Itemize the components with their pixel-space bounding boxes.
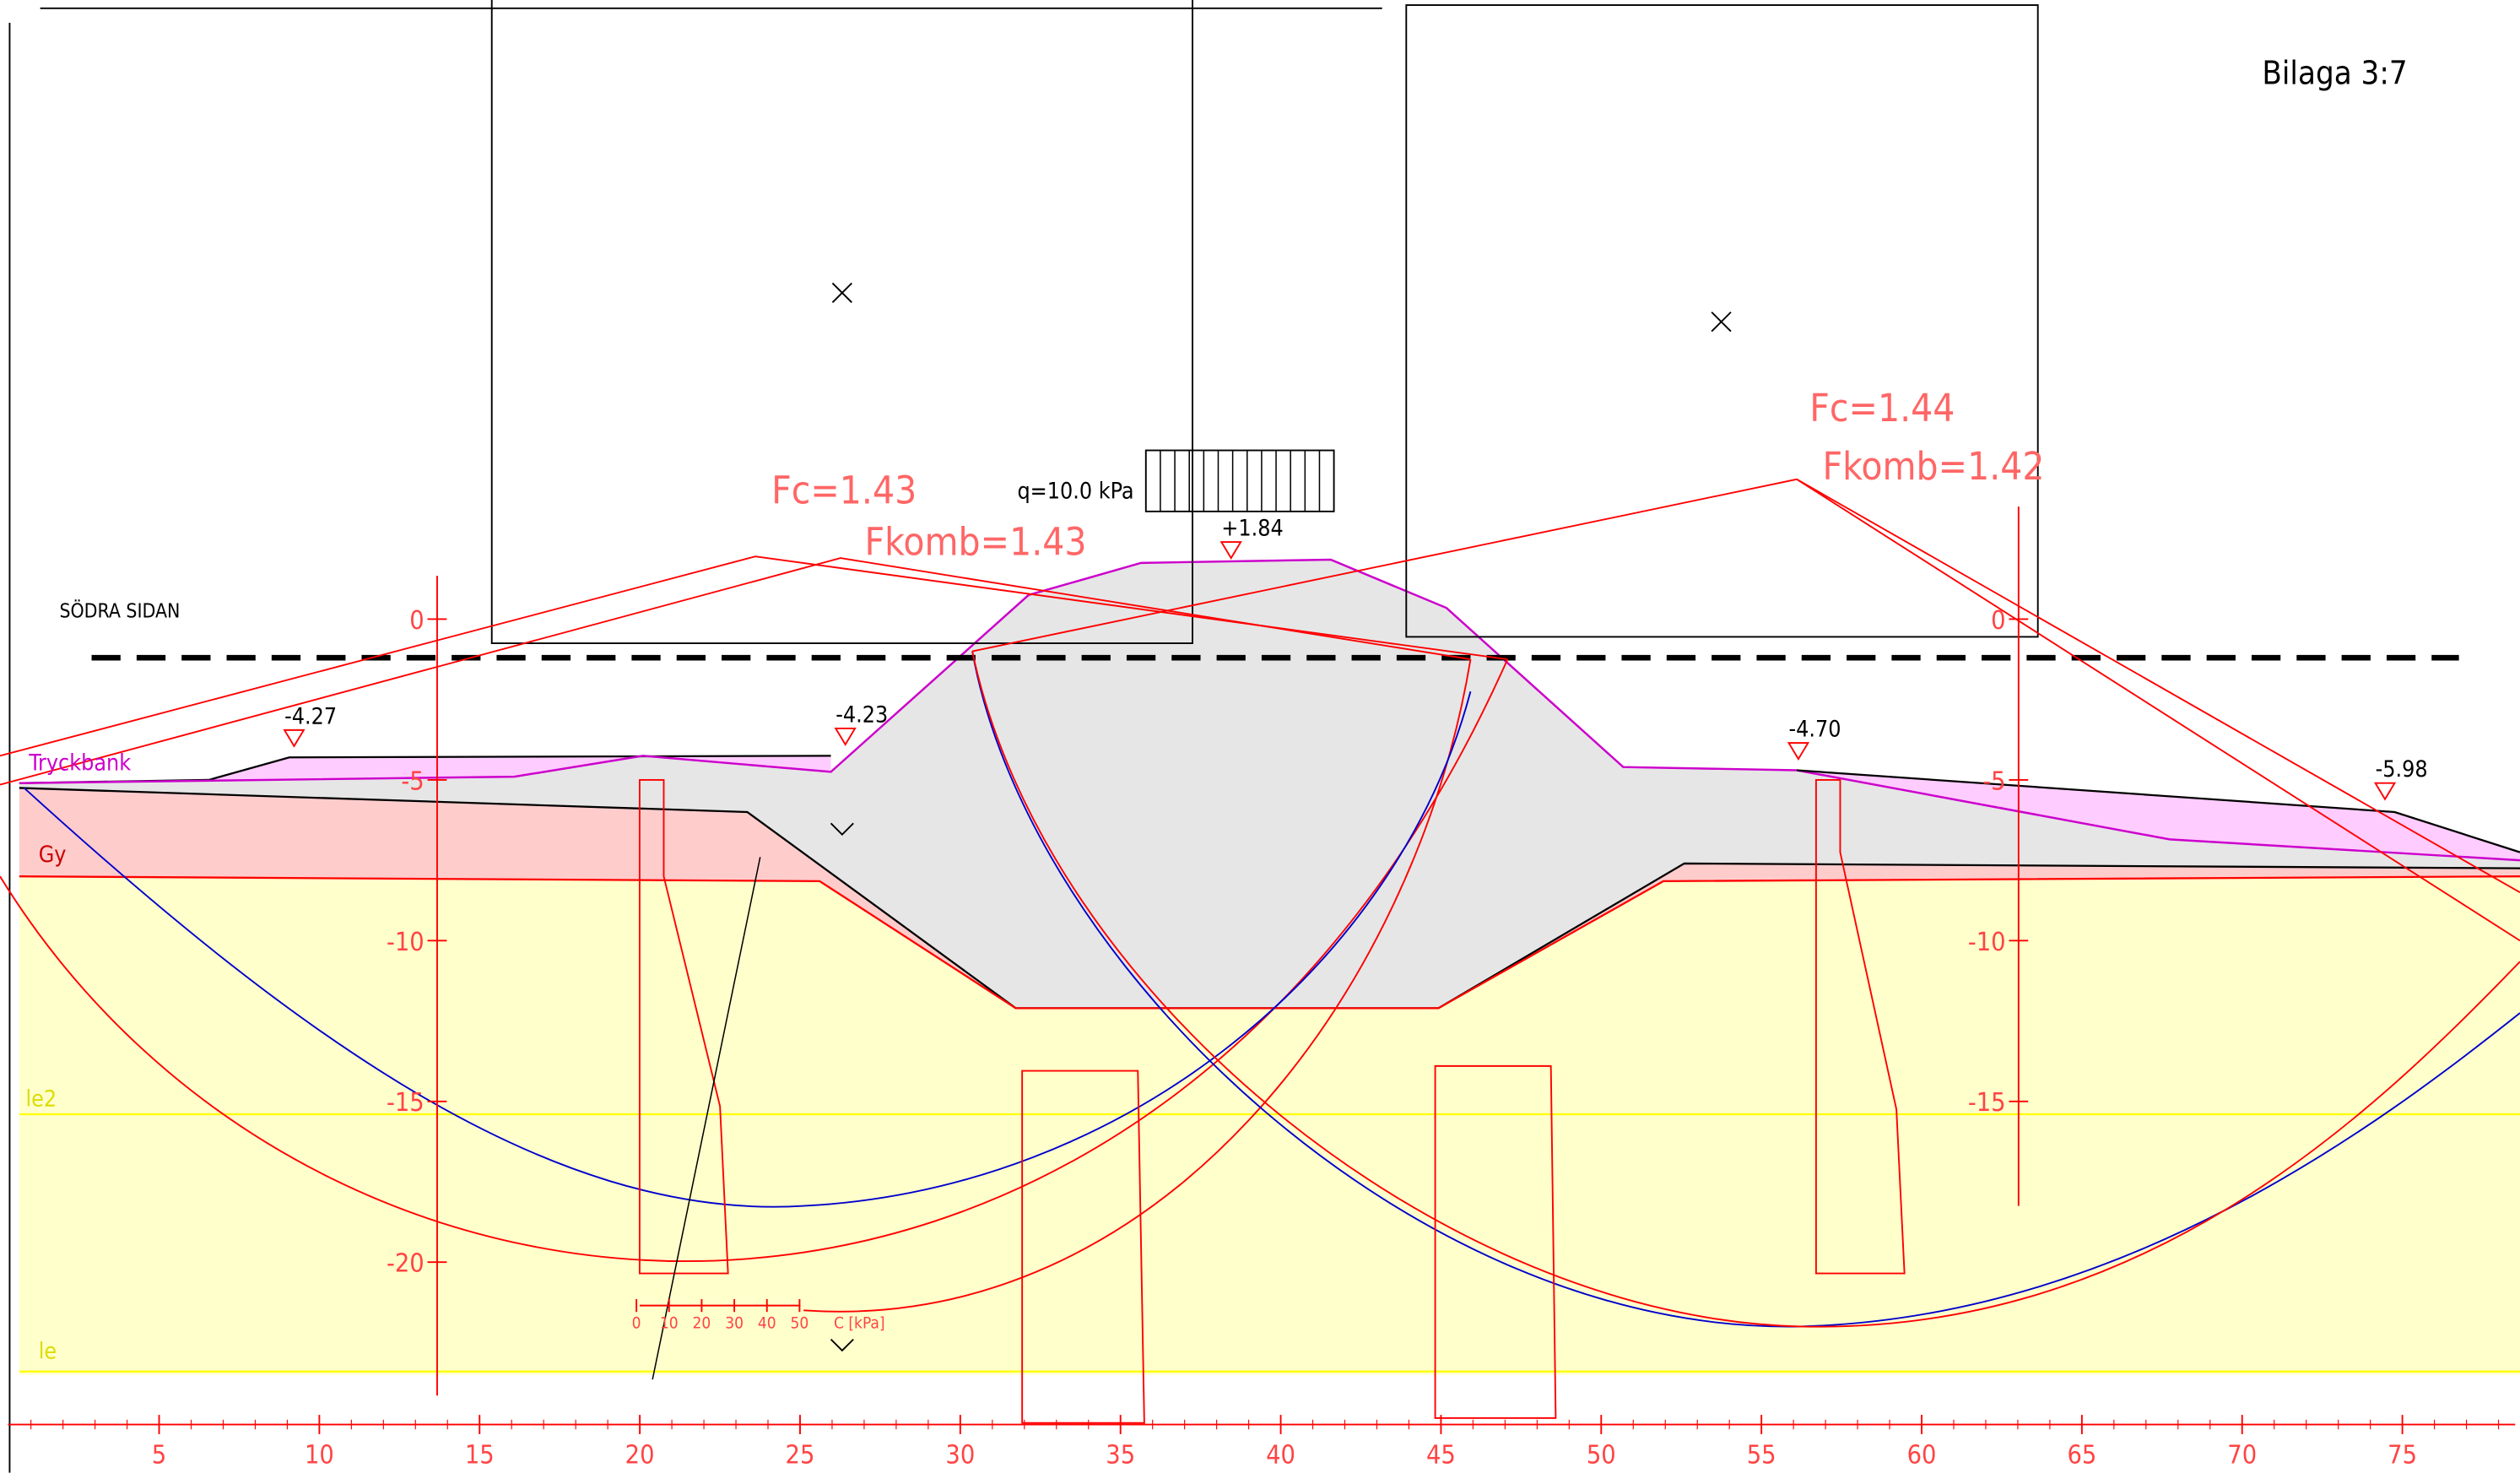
level-marker (1787, 742, 1810, 761)
strength-profile (1814, 778, 1906, 1275)
y-tick-label: -5 (1982, 766, 2005, 796)
load-label: q=10.0 kPa (1017, 479, 1133, 505)
layer-label: le2 (25, 1086, 57, 1112)
gy-layer (19, 788, 1016, 1009)
x-tick-label: 55 (1747, 1440, 1776, 1470)
level-label: -5.98 (2376, 756, 2428, 783)
level-marker (283, 728, 306, 748)
layer-label: Gy (39, 842, 67, 868)
x-tick-label: 45 (1426, 1440, 1456, 1470)
y-tick-label: -5 (401, 766, 424, 796)
reference-line (652, 857, 761, 1380)
x-tick-label: 70 (2227, 1440, 2257, 1470)
x-tick-label: 50 (1587, 1440, 1616, 1470)
fc-label: Fc=1.43 (771, 468, 917, 512)
level-label: -4.23 (835, 701, 888, 728)
level-marker (1219, 541, 1242, 560)
level-label: -4.27 (284, 703, 337, 729)
y-tick-label: -15 (387, 1088, 425, 1118)
load-symbol (1144, 449, 1335, 512)
slip-circle (0, 658, 1509, 1262)
x-tick-label: 20 (625, 1440, 655, 1470)
x-tick-label: 35 (1106, 1440, 1135, 1470)
level-label: +1.84 (1221, 515, 1283, 541)
force-line (0, 557, 1471, 786)
strength-profile (1434, 1064, 1557, 1419)
x-tick-label: 5 (152, 1440, 166, 1470)
level-marker (834, 728, 857, 746)
sheet-label: Bilaga 3:7 (2262, 54, 2407, 91)
y-tick-label: -10 (1968, 928, 2006, 957)
scale-label: 10 (660, 1313, 679, 1332)
force-line (971, 478, 2520, 942)
scale-label: 0 (632, 1313, 641, 1332)
embankment (19, 560, 2520, 1009)
scale-label: 30 (725, 1313, 744, 1332)
section-label: SÖDRA SIDAN (59, 599, 180, 623)
y-tick-label: 0 (409, 606, 424, 636)
y-tick-label: -10 (387, 928, 425, 957)
x-tick-label: 10 (305, 1440, 334, 1470)
scale-label: 50 (791, 1313, 809, 1332)
x-tick-label: 75 (2388, 1440, 2417, 1470)
x-tick-label: 30 (945, 1440, 975, 1470)
x-tick-label: 60 (1907, 1440, 1937, 1470)
building-outline (1405, 4, 2039, 638)
fill-surface (19, 558, 2520, 862)
slip-circle (23, 690, 1472, 1208)
ground-line (1796, 769, 2520, 853)
slip-circle (803, 658, 1472, 1313)
slip-circle (971, 651, 2520, 1328)
chevron (830, 822, 854, 1352)
building-outline (490, 0, 1193, 645)
layer-label: le (39, 1338, 57, 1364)
fkomb-label: Fkomb=1.42 (1823, 444, 2045, 489)
load-hatch (1160, 450, 1321, 512)
y-tick-label: -20 (387, 1249, 425, 1279)
layer-label: Tryckbank (28, 750, 131, 776)
scale-label: C [kPa] (834, 1313, 885, 1332)
y-tick-label: -15 (1968, 1088, 2006, 1118)
x-tick-label: 15 (465, 1440, 495, 1470)
y-tick-label: 0 (1991, 606, 2005, 636)
fc-label: Fc=1.44 (1809, 386, 1955, 431)
scale-label: 40 (758, 1313, 776, 1332)
scale-label: 20 (693, 1313, 711, 1332)
strength-profile (1021, 1070, 1145, 1424)
tryckbank (1797, 770, 2520, 861)
x-tick-label: 25 (786, 1440, 815, 1470)
cross-mark (831, 282, 1732, 333)
gy-bottom (19, 875, 2520, 1010)
level-marker (2373, 782, 2397, 801)
strength-profile (638, 778, 729, 1275)
x-tick-label: 40 (1266, 1440, 1295, 1470)
tryckbank (208, 755, 831, 780)
level-label: -4.70 (1789, 717, 1841, 743)
fkomb-label: Fkomb=1.43 (865, 519, 1087, 564)
x-tick-label: 65 (2067, 1440, 2096, 1470)
slip-circle (971, 651, 2520, 1328)
